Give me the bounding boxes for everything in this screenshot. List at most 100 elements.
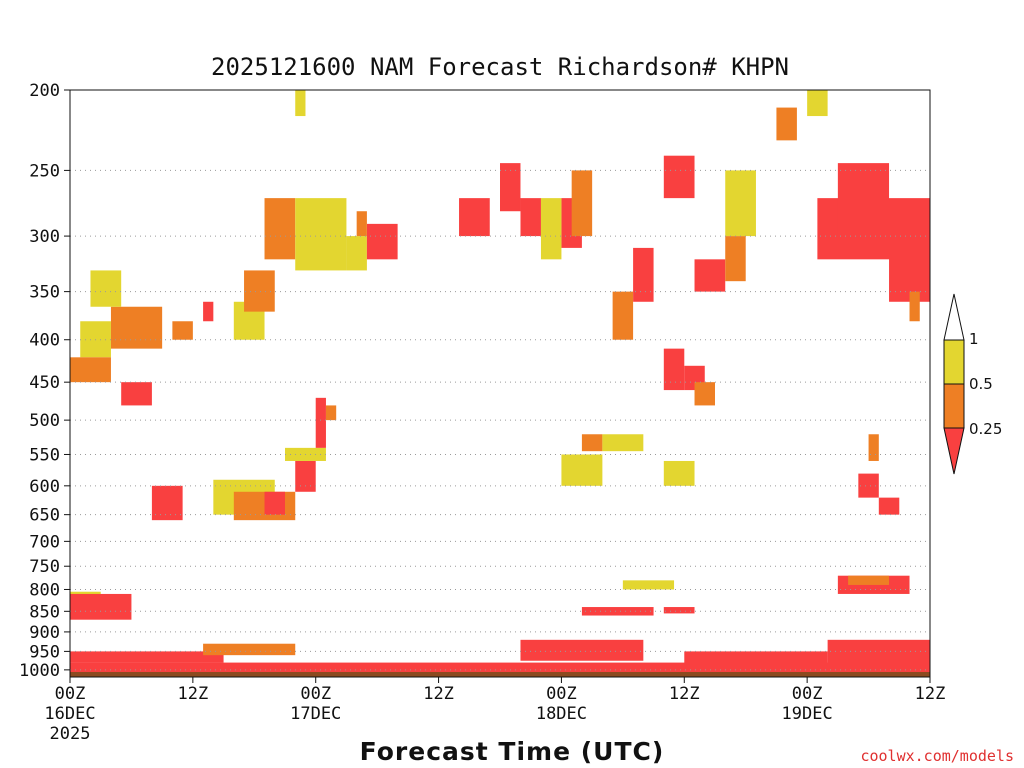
- ri-cell-27: [203, 301, 214, 322]
- y-tick-label-500: 500: [29, 411, 60, 431]
- y-tick-label-850: 850: [29, 602, 60, 622]
- y-tick-label-750: 750: [29, 557, 60, 577]
- ri-cell-52: [889, 236, 930, 302]
- ri-cell-46: [663, 155, 695, 199]
- y-tick-label-300: 300: [29, 227, 60, 247]
- x-tick-label-5: 12Z: [669, 684, 700, 704]
- colorbar-legend: 1 0.5 0.25: [943, 293, 1002, 475]
- y-tick-label-900: 900: [29, 623, 60, 643]
- x-tick-label-6: 00Z: [792, 684, 823, 704]
- x-axis-label: Forecast Time (UTC): [360, 737, 665, 766]
- ri-cell-2: [203, 643, 296, 656]
- ri-cell-57: [858, 473, 879, 498]
- legend-label-0: 1: [969, 330, 979, 348]
- ri-cell-7: [663, 607, 695, 614]
- ri-cell-43: [663, 348, 685, 391]
- y-tick-label-200: 200: [29, 81, 60, 101]
- ri-cell-33: [366, 223, 398, 260]
- y-tick-label-950: 950: [29, 642, 60, 662]
- ri-cell-61: [581, 434, 603, 452]
- ri-cell-24: [110, 306, 163, 349]
- plot-frame: [69, 89, 931, 678]
- ri-cell-29: [244, 270, 275, 312]
- y-tick-label-400: 400: [29, 331, 60, 351]
- ri-cell-53: [909, 291, 920, 322]
- y-tick-label-250: 250: [29, 161, 60, 181]
- ri-cell-41: [633, 247, 654, 302]
- ri-cell-39: [571, 170, 593, 237]
- ri-cell-25: [90, 270, 122, 307]
- y-tick-label-800: 800: [29, 580, 60, 600]
- ri-cell-58: [878, 497, 900, 515]
- ri-cell-62: [602, 434, 644, 452]
- legend-label-2: 0.25: [969, 420, 1002, 438]
- ri-cell-12: [848, 575, 890, 585]
- ri-cell-4: [684, 651, 828, 665]
- ri-cell-30: [264, 198, 296, 260]
- legend-swatch-orange: [943, 383, 965, 429]
- x-tick-date-0: 16DEC: [44, 704, 95, 724]
- ri-cell-17: [295, 460, 316, 492]
- y-tick-label-1000: 1000: [19, 661, 60, 681]
- y-tick-label-350: 350: [29, 283, 60, 303]
- y-tick-label-650: 650: [29, 506, 60, 526]
- y-tick-label-700: 700: [29, 532, 60, 552]
- x-tick-year-0: 2025: [50, 724, 91, 744]
- x-tick-label-7: 12Z: [915, 684, 946, 704]
- x-tick-label-1: 12Z: [177, 684, 208, 704]
- ground-layer: [70, 672, 930, 677]
- x-tick-date-2: 17DEC: [290, 704, 341, 724]
- y-tick-label-600: 600: [29, 477, 60, 497]
- ri-cell-47: [694, 259, 726, 292]
- ri-cell-51: [837, 163, 890, 237]
- y-axis: 200 250 300 350 400 450 500 550 600 650 700 750 8008…: [19, 81, 70, 681]
- ri-cell-59: [868, 434, 879, 461]
- ri-cell-20: [325, 405, 337, 421]
- x-tick-date-4: 18DEC: [536, 704, 587, 724]
- ri-cell-19: [315, 397, 326, 448]
- ri-cell-42: [612, 291, 634, 340]
- ri-cell-45: [694, 382, 715, 406]
- ri-cell-31: [295, 198, 347, 271]
- ri-cell-36: [500, 163, 521, 212]
- legend-swatch-yellow: [943, 339, 965, 385]
- ri-cell-16: [264, 491, 285, 515]
- ri-cell-34: [356, 211, 367, 237]
- ri-cell-35: [459, 198, 490, 237]
- ri-cell-26: [172, 321, 193, 340]
- y-tick-label-550: 550: [29, 445, 60, 465]
- ri-cell-13: [151, 485, 183, 521]
- credit-text: coolwx.com/models: [860, 747, 1014, 765]
- chart-title: 2025121600 NAM Forecast Richardson# KHPN: [211, 53, 789, 81]
- x-tick-label-3: 12Z: [423, 684, 454, 704]
- ri-cell-10: [622, 580, 675, 590]
- ri-cell-48: [725, 236, 746, 282]
- ri-cell-55: [807, 90, 828, 117]
- ri-cell-56: [295, 90, 306, 117]
- ri-cell-6: [581, 607, 654, 616]
- x-tick-date-6: 19DEC: [782, 704, 833, 724]
- plot-cells: [70, 90, 930, 677]
- x-tick-label-0: 00Z: [55, 684, 86, 704]
- legend-arrow-top: [943, 293, 965, 341]
- legend-arrow-bottom: [943, 427, 965, 475]
- ri-cell-54: [776, 107, 797, 141]
- ri-cell-49: [725, 170, 756, 237]
- ri-cell-9: [70, 593, 132, 620]
- ri-cell-23: [121, 382, 152, 406]
- ri-cell-1: [70, 651, 224, 663]
- legend-label-1: 0.5: [969, 375, 993, 393]
- x-tick-label-2: 00Z: [300, 684, 331, 704]
- ri-cell-60: [561, 454, 603, 486]
- ri-cell-40: [540, 198, 562, 260]
- ri-cell-22: [70, 357, 111, 383]
- y-tick-label-450: 450: [29, 373, 60, 393]
- ri-cell-63: [663, 460, 695, 486]
- ri-cell-5: [827, 639, 930, 665]
- ri-cell-32: [346, 236, 367, 271]
- ri-cell-37: [520, 198, 541, 237]
- x-tick-label-4: 00Z: [546, 684, 577, 704]
